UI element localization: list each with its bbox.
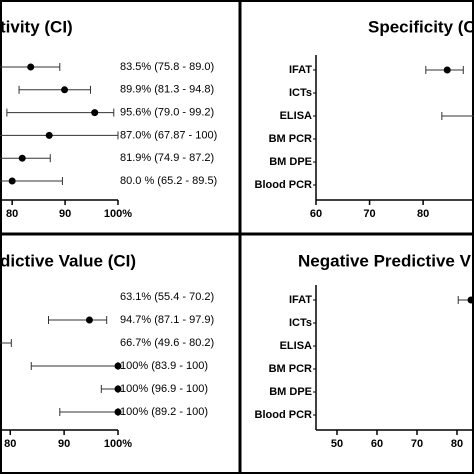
point	[114, 362, 122, 370]
point	[91, 109, 99, 117]
panel-title: Negative Predictive V	[298, 251, 472, 270]
panel-title: dictive Value (CI)	[0, 251, 136, 270]
value-label: 80.0 % (65.2 - 89.5)	[120, 175, 217, 187]
category-label: BM PCR	[269, 133, 312, 145]
category-label: BM DPE	[269, 386, 312, 398]
x-tick-label: 100%	[104, 438, 132, 450]
category-label: BM DPE	[269, 156, 312, 168]
category-label: BM PCR	[269, 363, 312, 375]
point	[61, 86, 69, 94]
x-tick-label: 60	[310, 208, 322, 220]
panel: Negative Predictive V 50 60 70 80 IFAT ICTs ELI…	[255, 251, 474, 450]
x-tick-label: 100%	[104, 208, 132, 220]
point	[27, 63, 35, 71]
x-tick-label: 80	[4, 438, 16, 450]
x-tick-label: 80	[6, 208, 18, 220]
category-label: Blood PCR	[255, 179, 312, 191]
value-label: 83.5% (75.8 - 89.0)	[120, 61, 214, 73]
value-label: 100% (96.9 - 100)	[120, 383, 208, 395]
point	[114, 385, 122, 393]
category-label: ELISA	[280, 110, 312, 122]
x-tick-label: 60	[371, 438, 383, 450]
panel: Specificity (C 60 70 80 IFAT ICTs ELISA BM PCR B…	[255, 17, 474, 220]
point	[467, 296, 474, 304]
category-label: ELISA	[280, 340, 312, 352]
x-tick-label: 90	[58, 438, 70, 450]
panel-title: tivity (CI)	[0, 17, 73, 36]
category-label: ICTs	[289, 87, 312, 99]
category-label: ICTs	[289, 317, 312, 329]
point	[45, 131, 53, 139]
x-tick-label: 50	[331, 438, 343, 450]
point	[85, 316, 93, 324]
x-tick-label: 80	[451, 438, 463, 450]
point	[8, 177, 16, 185]
x-tick-label: 80	[417, 208, 429, 220]
point	[443, 66, 451, 74]
value-label: 66.7% (49.6 - 80.2)	[120, 337, 214, 349]
category-label: IFAT	[289, 294, 312, 306]
panel: dictive Value (CI) 80 90 100% 63.1% (55.4 - …	[0, 251, 214, 450]
category-label: IFAT	[289, 64, 312, 76]
value-label: 94.7% (87.1 - 97.9)	[120, 314, 214, 326]
value-label: 89.9% (81.3 - 94.8)	[120, 84, 214, 96]
value-label: 100% (83.9 - 100)	[120, 360, 208, 372]
value-label: 100% (89.2 - 100)	[120, 406, 208, 418]
point	[114, 408, 122, 416]
value-label: 95.6% (79.0 - 99.2)	[120, 107, 214, 119]
point	[18, 154, 26, 162]
x-tick-label: 70	[363, 208, 375, 220]
x-tick-label: 70	[411, 438, 423, 450]
value-label: 81.9% (74.9 - 87.2)	[120, 152, 214, 164]
x-tick-label: 90	[59, 208, 71, 220]
category-label: Blood PCR	[255, 409, 312, 421]
panel: tivity (CI) 80 90 100% 83.5% (75.8 - 89.0) 89…	[0, 17, 217, 220]
value-label: 87.0% (67.87 - 100)	[120, 129, 217, 141]
value-label: 63.1% (55.4 - 70.2)	[120, 291, 214, 303]
panel-title: Specificity (C	[368, 17, 474, 36]
